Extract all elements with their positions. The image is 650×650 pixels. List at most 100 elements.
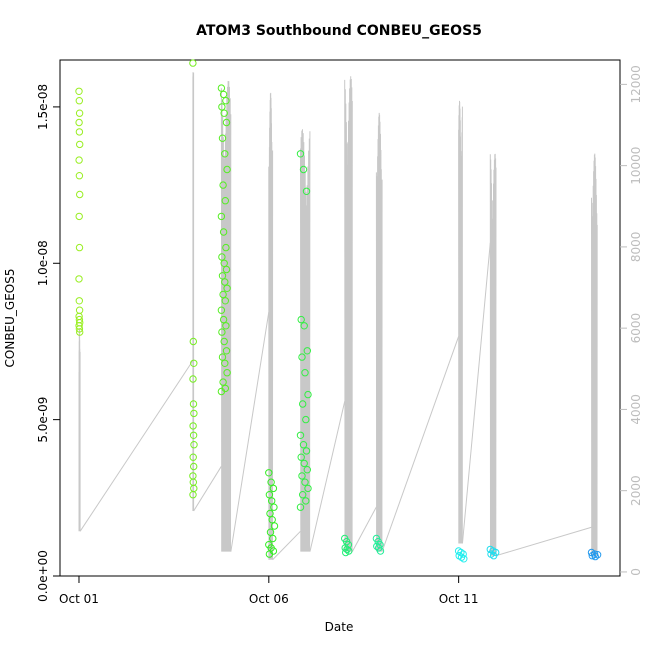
- altitude-flight-line: [220, 80, 232, 552]
- data-point: [75, 172, 84, 180]
- data-point: [270, 503, 278, 511]
- data-point: [217, 84, 226, 92]
- data-point: [189, 422, 197, 430]
- data-point: [303, 347, 311, 355]
- data-point: [222, 347, 231, 355]
- data-point: [267, 478, 275, 486]
- data-point: [218, 103, 226, 111]
- data-point: [219, 290, 227, 299]
- data-point: [217, 212, 226, 221]
- data-point: [75, 212, 83, 221]
- data-point: [268, 497, 276, 505]
- data-point: [299, 400, 307, 408]
- data-point: [265, 550, 274, 558]
- data-point: [75, 275, 83, 283]
- data-point: [189, 400, 198, 408]
- data-point: [75, 243, 84, 252]
- data-point: [221, 150, 229, 158]
- data-point: [189, 337, 198, 346]
- altitude-connection-line: [230, 311, 270, 552]
- data-point: [296, 431, 305, 439]
- data-point: [76, 140, 84, 149]
- data-point: [75, 325, 84, 333]
- data-point: [75, 97, 84, 105]
- altitude-flight-line: [489, 153, 497, 556]
- y-axis: 0.0e+00 5.0e-09 1.0e-08 1.5e-08: [36, 84, 60, 602]
- data-point: [300, 459, 308, 468]
- data-point: [220, 259, 228, 267]
- data-point: [222, 97, 230, 105]
- data-point: [591, 552, 599, 561]
- data-point: [265, 469, 273, 477]
- altitude-flight-line: [458, 100, 463, 544]
- data-point: [270, 522, 279, 530]
- data-point: [296, 150, 305, 158]
- data-point: [218, 272, 227, 280]
- altitude-connection-line: [495, 526, 592, 557]
- y2-tick-label: 0: [629, 568, 643, 576]
- data-point: [75, 297, 84, 305]
- data-point: [223, 165, 231, 174]
- x-axis-label: Date: [325, 620, 354, 634]
- data-point: [222, 243, 230, 252]
- data-point: [217, 306, 226, 314]
- data-point: [302, 497, 310, 505]
- data-point: [189, 453, 197, 461]
- data-point: [189, 431, 198, 439]
- data-point: [299, 491, 307, 499]
- data-point: [189, 491, 197, 499]
- data-point: [222, 118, 231, 127]
- data-point: [218, 253, 226, 261]
- data-point: [302, 415, 310, 424]
- altitude-connection-line: [193, 466, 222, 512]
- data-point: [373, 542, 381, 550]
- data-point: [221, 278, 229, 286]
- x-tick-label: Oct 11: [439, 592, 479, 606]
- data-point: [219, 181, 227, 189]
- altitude-flight-line: [192, 72, 195, 512]
- data-point: [222, 265, 231, 274]
- plot-frame: [59, 59, 621, 577]
- altitude-traces: [78, 72, 598, 561]
- data-point: [297, 315, 305, 324]
- data-point: [190, 409, 198, 418]
- data-point: [223, 369, 231, 377]
- data-point: [189, 375, 197, 383]
- data-point: [76, 328, 84, 336]
- y-tick-label: 0.0e+00: [36, 550, 50, 602]
- altitude-flight-line: [78, 328, 81, 532]
- data-point: [266, 528, 275, 536]
- x-tick-label: Oct 01: [59, 592, 99, 606]
- data-point: [189, 59, 197, 67]
- data-points: [75, 59, 602, 563]
- y2-tick-label: 12000: [629, 65, 643, 103]
- data-point: [303, 466, 311, 474]
- data-point: [75, 118, 83, 127]
- data-point: [301, 478, 309, 486]
- data-point: [298, 472, 306, 480]
- altitude-connection-line: [309, 401, 346, 552]
- altitude-connection-line: [272, 530, 301, 561]
- data-point: [300, 322, 308, 330]
- data-point: [297, 453, 305, 461]
- data-point: [301, 369, 309, 377]
- data-point: [342, 548, 350, 557]
- data-point: [296, 503, 305, 511]
- data-point: [457, 553, 466, 561]
- data-point: [217, 387, 226, 396]
- data-point: [593, 551, 602, 559]
- altitude-connection-line: [461, 242, 491, 544]
- data-point: [220, 337, 228, 346]
- data-point: [190, 441, 198, 449]
- x-axis: Oct 01 Oct 06 Oct 11: [59, 576, 479, 606]
- data-point: [218, 134, 227, 142]
- data-point: [268, 516, 276, 524]
- x-tick-label: Oct 06: [249, 592, 289, 606]
- altitude-connection-line: [79, 360, 194, 532]
- data-point: [460, 555, 468, 563]
- altitude-flight-line: [268, 92, 274, 560]
- data-point: [376, 547, 385, 555]
- y2-axis: 0 2000 4000 6000 8000 10000 12000: [620, 65, 643, 576]
- data-point: [221, 197, 230, 205]
